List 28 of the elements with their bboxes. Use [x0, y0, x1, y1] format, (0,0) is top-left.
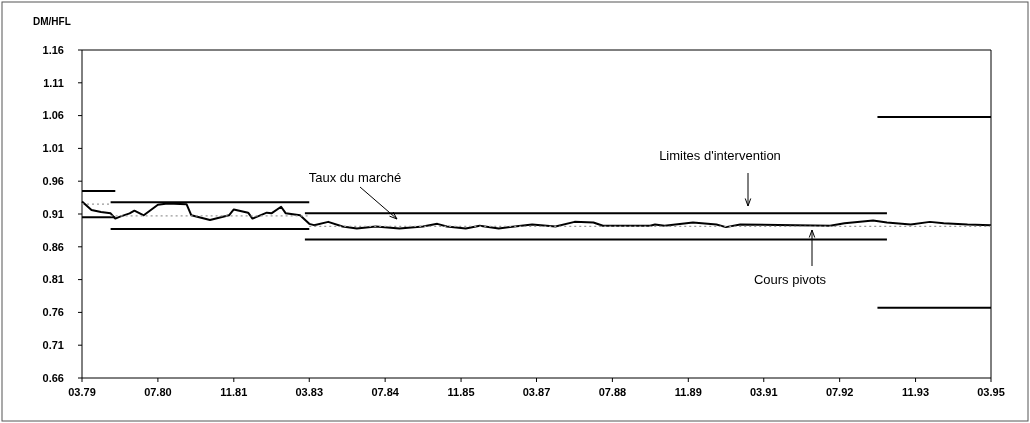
annotation: Limites d'intervention	[659, 148, 781, 163]
y-tick-label: 0.76	[42, 306, 64, 319]
y-axis-title: DM/HFL	[33, 16, 71, 27]
y-tick-label: 0.86	[42, 240, 64, 253]
y-tick-label: 0.81	[42, 273, 64, 286]
x-tick-label: 03.87	[522, 386, 551, 398]
y-tick-label: 1.01	[42, 142, 64, 155]
y-tick-label: 1.16	[42, 43, 64, 56]
y-tick-label: 0.96	[42, 175, 64, 188]
x-tick-label: 03.95	[977, 386, 1005, 398]
x-tick-label: 07.88	[598, 386, 627, 398]
x-tick-label: 03.79	[68, 386, 96, 398]
y-tick-label: 1.06	[42, 109, 64, 122]
x-tick-label: 07.92	[825, 386, 854, 398]
x-tick-label: 11.81	[220, 386, 248, 398]
y-tick-label: 0.66	[42, 371, 64, 384]
annotation: Taux du marché	[308, 170, 402, 185]
x-tick-label: 03.83	[295, 386, 324, 398]
x-tick-label: 07.84	[371, 386, 400, 398]
x-tick-label: 07.80	[144, 386, 172, 398]
annotation: Cours pivots	[753, 272, 827, 287]
x-tick-label: 11.93	[902, 386, 930, 398]
x-tick-label: 11.89	[674, 386, 702, 398]
y-tick-label: 1.11	[43, 76, 64, 89]
x-tick-label: 11.85	[447, 386, 475, 398]
x-tick-label: 03.91	[749, 386, 778, 398]
y-tick-label: 0.71	[42, 339, 64, 352]
y-tick-label: 0.91	[42, 207, 64, 220]
